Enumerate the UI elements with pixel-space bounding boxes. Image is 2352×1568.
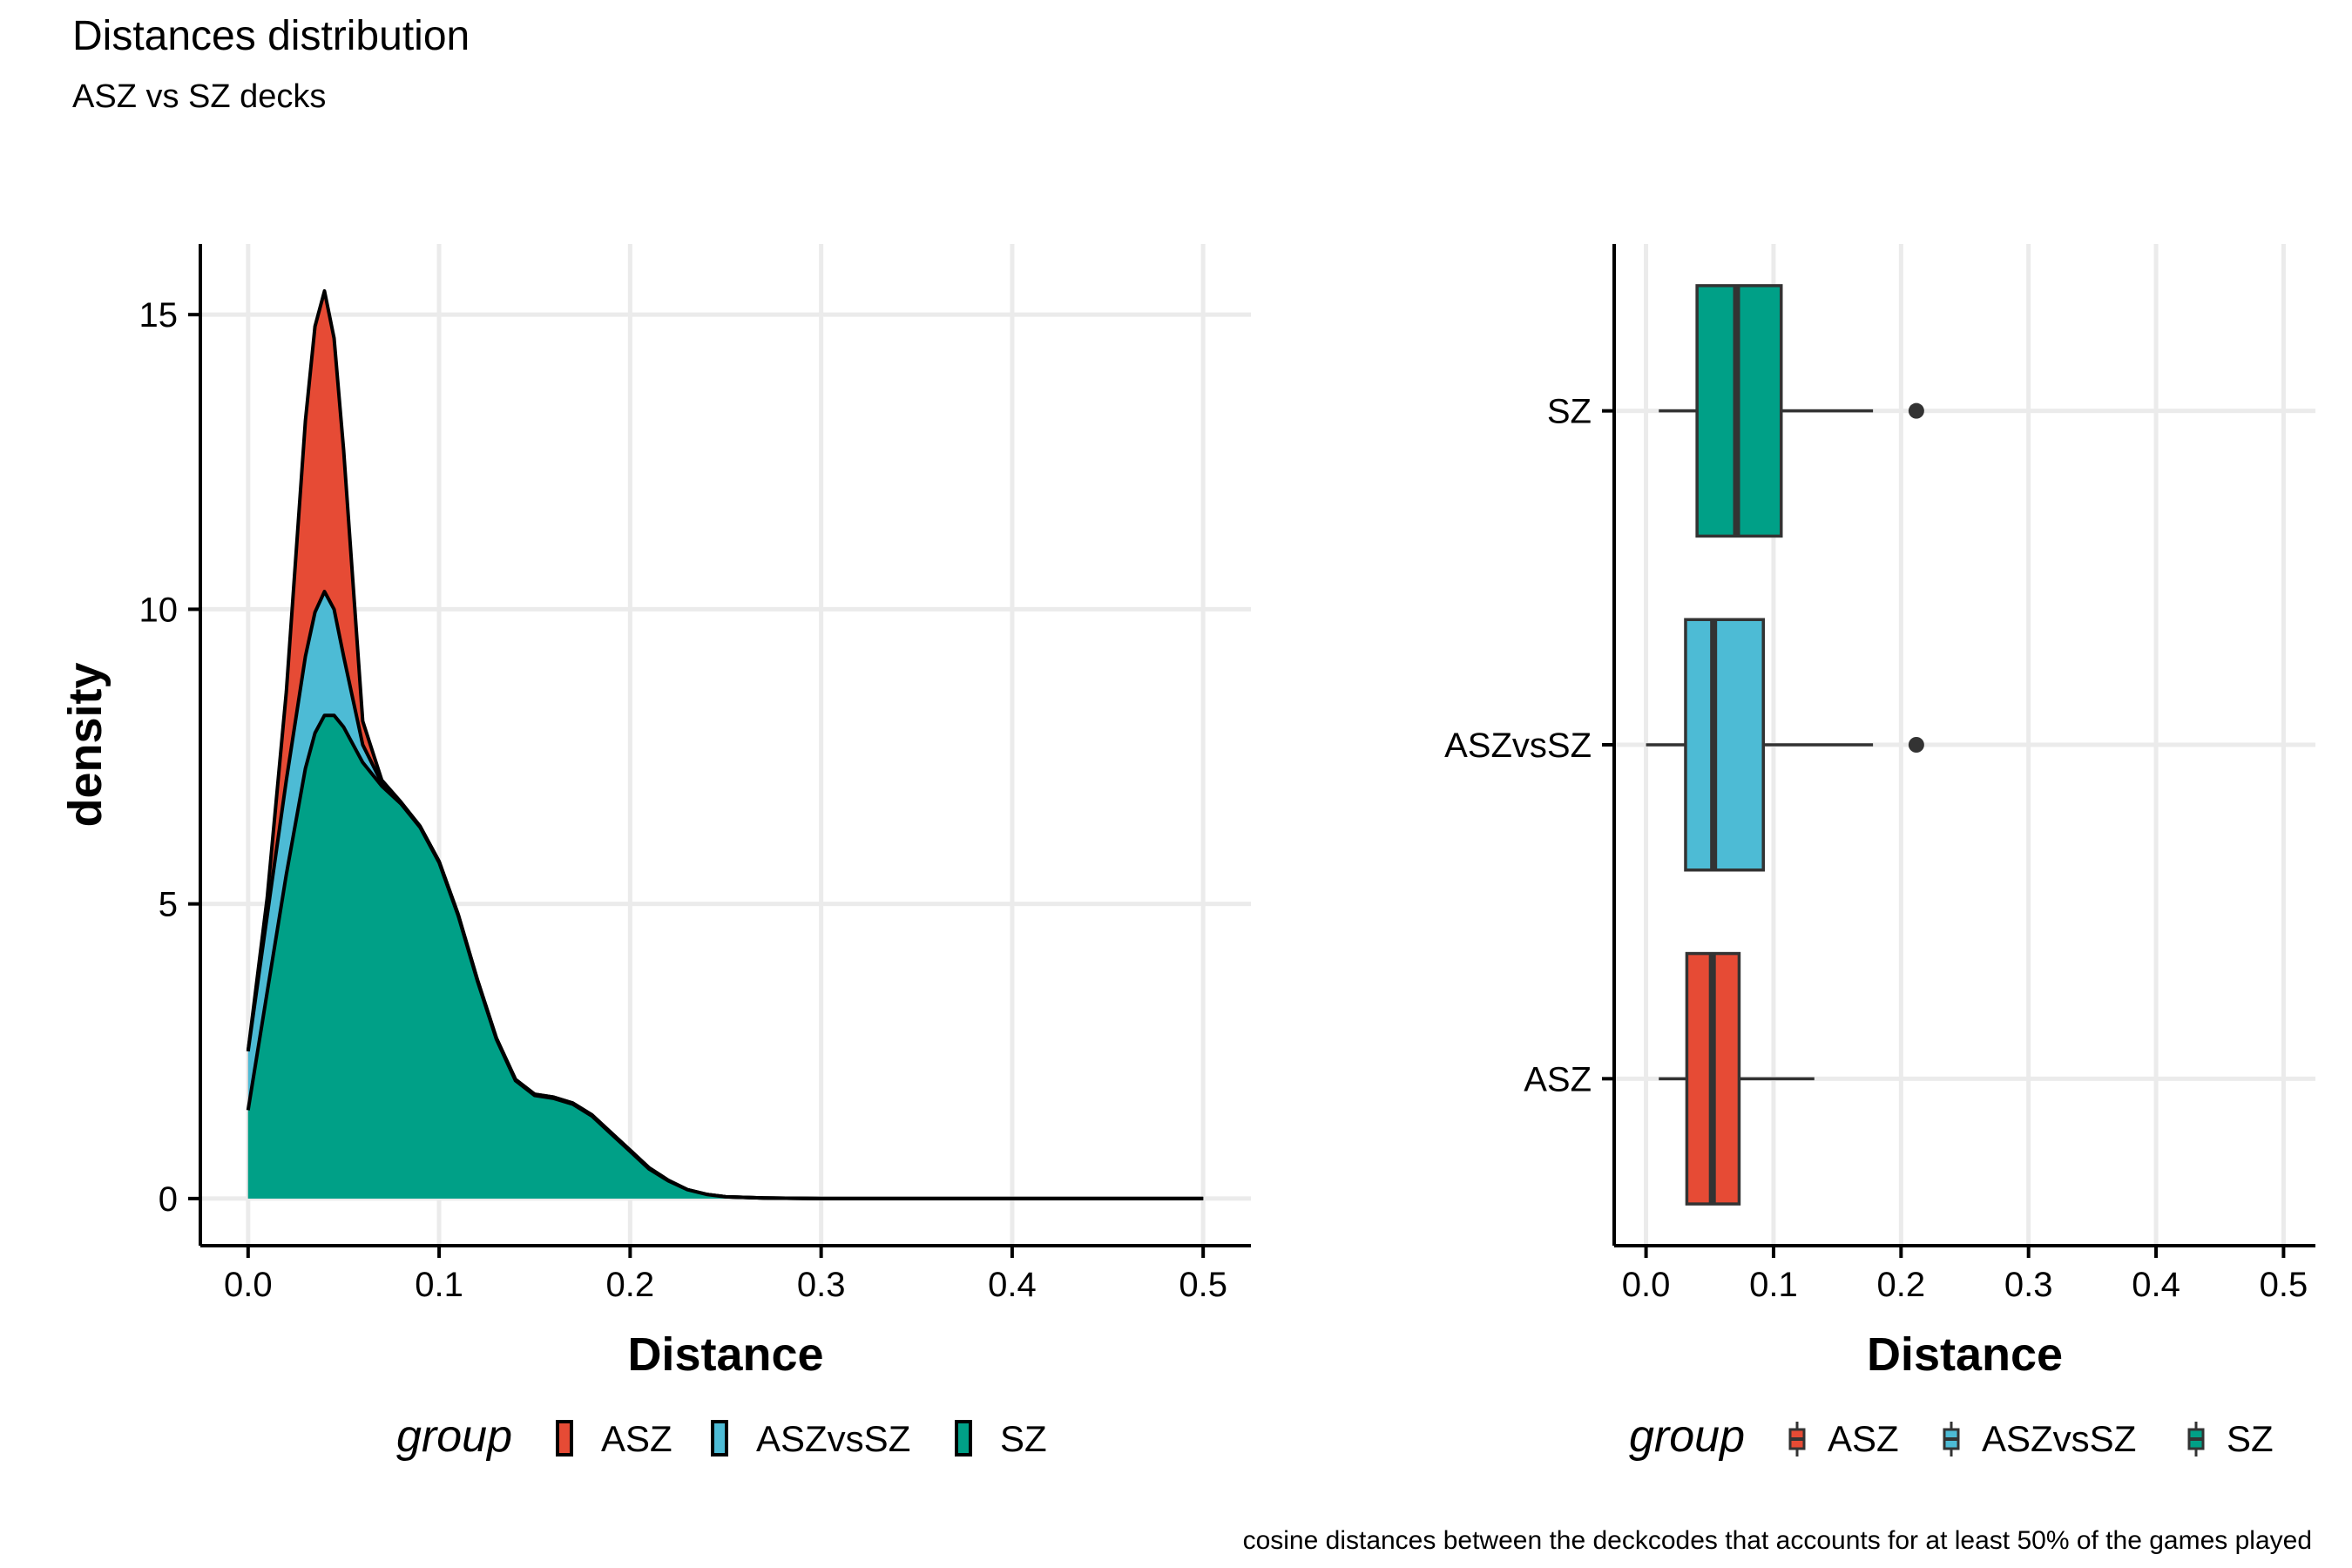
box-legend-key-aszvssz — [1943, 1422, 1960, 1456]
box-outlier-sz-0 — [1908, 402, 1924, 419]
box-legend-key-asz — [1788, 1422, 1806, 1456]
box-x-tick-label-0: 0.0 — [1622, 1266, 1671, 1304]
box-x-tick-label-3: 0.3 — [2004, 1266, 2053, 1304]
box-legend-title: group — [1629, 1411, 1745, 1462]
box-y-tick-label-asz: ASZ — [1524, 1060, 1592, 1098]
box-legend-label-asz: ASZ — [1828, 1418, 1899, 1459]
density-y-tick-label-0: 0 — [159, 1180, 178, 1219]
chart-subtitle: ASZ vs SZ decks — [72, 78, 327, 115]
density-x-axis-title: Distance — [627, 1328, 823, 1381]
density-x-tick-label-1: 0.1 — [415, 1266, 463, 1304]
density-x-tick-label-3: 0.3 — [797, 1266, 846, 1304]
box-x-tick-label-1: 0.1 — [1749, 1266, 1798, 1304]
density-x-tick-label-2: 0.2 — [606, 1266, 655, 1304]
box-legend-label-aszvssz: ASZvsSZ — [1982, 1418, 2136, 1459]
density-area-sz — [247, 715, 1204, 1199]
box-x-tick-label-4: 0.4 — [2132, 1266, 2180, 1304]
density-legend-title: group — [396, 1411, 512, 1462]
density-legend-key-aszvssz — [711, 1420, 728, 1456]
density-legend-label-asz: ASZ — [601, 1418, 672, 1459]
density-legend-key-sz — [955, 1420, 972, 1456]
density-legend-label-aszvssz: ASZvsSZ — [756, 1418, 910, 1459]
density-y-axis-title: density — [59, 662, 112, 827]
chart-caption: cosine distances between the deckcodes t… — [1242, 1526, 2312, 1555]
density-x-tick-label-5: 0.5 — [1179, 1266, 1227, 1304]
box-x-tick-label-5: 0.5 — [2260, 1266, 2308, 1304]
density-outline-sz — [246, 713, 1204, 1200]
box-outlier-aszvssz-0 — [1908, 737, 1924, 753]
density-y-tick-label-1: 5 — [159, 886, 178, 924]
box-y-tick-label-aszvssz: ASZvsSZ — [1444, 727, 1592, 765]
box-x-tick-label-2: 0.2 — [1877, 1266, 1926, 1304]
density-legend-key-asz — [556, 1420, 573, 1456]
box-legend-label-sz: SZ — [2227, 1418, 2274, 1459]
box-y-tick-label-sz: SZ — [1547, 393, 1592, 431]
box-body-aszvssz — [1684, 618, 1765, 872]
box-legend-key-sz — [2187, 1422, 2205, 1456]
density-legend-label-sz: SZ — [1000, 1418, 1047, 1459]
density-y-tick-label-3: 15 — [139, 296, 179, 335]
density-y-tick-label-2: 10 — [139, 591, 179, 629]
density-x-tick-label-4: 0.4 — [988, 1266, 1037, 1304]
density-x-tick-label-0: 0.0 — [224, 1266, 273, 1304]
chart-title: Distances distribution — [72, 13, 470, 59]
box-x-axis-title: Distance — [1867, 1328, 2063, 1381]
